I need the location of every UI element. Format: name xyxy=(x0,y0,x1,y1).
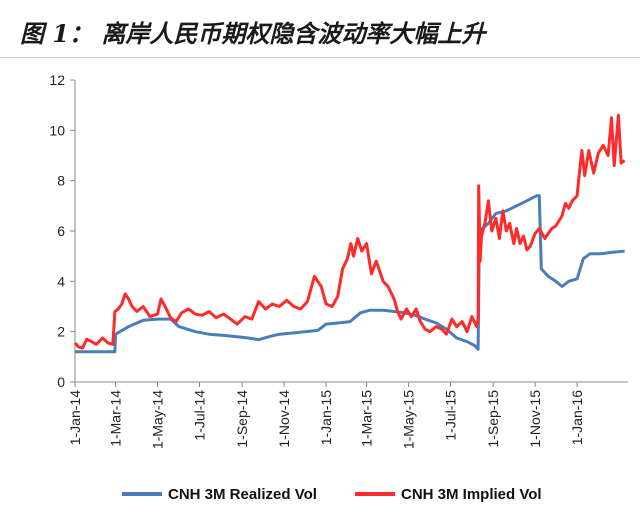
x-tick-label: 1-Mar-15 xyxy=(359,390,375,447)
chart-title: 图 1： 离岸人民币期权隐含波动率大幅上升 xyxy=(20,19,486,48)
y-tick-label: 6 xyxy=(57,223,65,239)
x-tick-label: 1-Mar-14 xyxy=(108,390,124,447)
x-tick-label: 1-May-14 xyxy=(150,390,166,449)
y-tick-label: 12 xyxy=(49,72,65,88)
x-tick-label: 1-Jan-16 xyxy=(569,390,585,445)
legend-label: CNH 3M Realized Vol xyxy=(168,486,317,503)
title-bar: 图 1： 离岸人民币期权隐含波动率大幅上升 xyxy=(0,0,640,58)
x-tick-label: 1-Sep-15 xyxy=(485,390,501,448)
y-tick-label: 2 xyxy=(57,324,65,340)
y-tick-label: 10 xyxy=(49,122,65,138)
x-tick-label: 1-Jan-14 xyxy=(67,390,83,445)
x-tick-label: 1-Sep-14 xyxy=(234,390,250,448)
y-tick-label: 0 xyxy=(57,374,65,390)
x-tick-label: 1-Jul-15 xyxy=(443,390,459,441)
x-tick-label: 1-Jan-15 xyxy=(318,390,334,445)
y-tick-label: 4 xyxy=(57,273,65,289)
series-line-implied-vol xyxy=(73,113,626,350)
x-tick-label: 1-Jul-14 xyxy=(191,390,207,441)
x-tick-label: 1-Nov-14 xyxy=(276,390,292,448)
legend-label: CNH 3M Implied Vol xyxy=(401,486,542,503)
series-line-realized-vol xyxy=(75,194,625,354)
y-tick-label: 8 xyxy=(57,173,65,189)
x-tick-label: 1-May-15 xyxy=(401,390,417,449)
x-tick-label: 1-Nov-15 xyxy=(527,390,543,448)
